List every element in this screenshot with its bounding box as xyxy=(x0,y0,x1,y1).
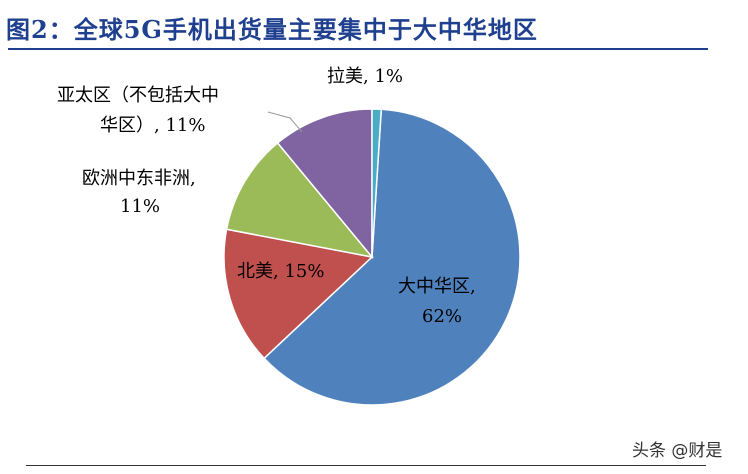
label-greater-china-line2: 62% xyxy=(422,306,462,327)
label-emea-line2: 11% xyxy=(120,196,160,217)
slice-north-america xyxy=(223,228,374,360)
slice-emea xyxy=(225,141,374,259)
slice-latam xyxy=(371,108,383,258)
label-greater-china-line1: 大中华区, xyxy=(398,276,476,297)
slice-apac xyxy=(276,108,373,260)
title-underline xyxy=(8,48,708,50)
watermark-text: 头条 @财是 xyxy=(632,441,722,461)
chart-title: 图2：全球5G手机出货量主要集中于大中华地区 xyxy=(6,15,538,44)
bottom-rule xyxy=(26,465,706,466)
label-emea-line1: 欧洲中东非洲, xyxy=(82,168,196,189)
label-latam: 拉美, 1% xyxy=(327,66,403,87)
apac-leader-line xyxy=(267,111,303,133)
label-apac-line1: 亚太区（不包括大中 xyxy=(57,85,219,106)
label-apac-line2: 华区）, 11% xyxy=(100,115,205,136)
slice-greater-china xyxy=(263,108,521,406)
label-north-america: 北美, 15% xyxy=(237,261,324,282)
